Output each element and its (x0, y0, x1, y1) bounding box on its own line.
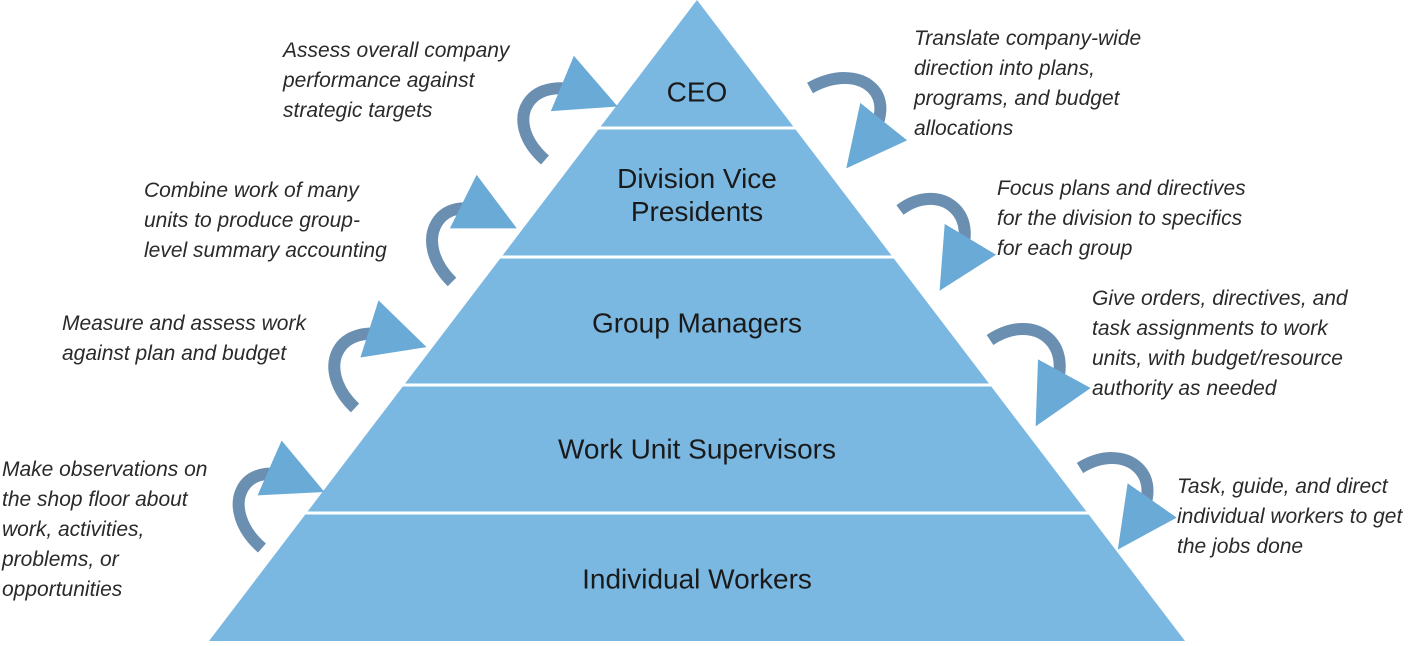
level-label-work-unit-supervisors: Work Unit Supervisors (557, 433, 837, 465)
level-label-ceo: CEO (666, 76, 728, 108)
downward-note-group: Give orders, directives, and task assign… (1092, 284, 1348, 404)
pyramid-tier-group-managers (405, 258, 989, 384)
note-line: task assignments to work (1092, 317, 1328, 340)
upward-arrow-icon (328, 300, 427, 413)
downward-note-supervisors: Task, guide, and direct individual worke… (1177, 472, 1402, 562)
note-line: problems, or (2, 548, 119, 571)
note-line: for the division to specifics (997, 207, 1243, 230)
note-line: level summary accounting (144, 239, 387, 262)
note-line: Make observations on (2, 458, 208, 481)
note-line: the shop floor about (2, 488, 188, 511)
upward-note-supervisors: Make observations on the shop floor abou… (2, 455, 207, 605)
downward-arrow-icon (896, 193, 997, 291)
note-line: work, activities, (2, 518, 145, 541)
pyramid-tiers (209, 0, 1185, 641)
flow-arrows (232, 55, 1177, 553)
upward-arrow-icon (426, 174, 517, 287)
note-line: individual workers to get (1177, 505, 1403, 528)
note-line: Give orders, directives, and (1092, 287, 1348, 310)
note-line: authority as needed (1092, 377, 1277, 400)
note-line: units to produce group- (144, 209, 360, 232)
note-line: units, with budget/resource (1092, 347, 1343, 370)
note-line: strategic targets (283, 99, 433, 122)
note-line: programs, and budget (914, 87, 1120, 110)
pyramid-tier-division-vice-presidents (502, 129, 892, 256)
level-label-division-vice-presidents: Division Vice Presidents (617, 163, 777, 227)
downward-arrow-icon (807, 72, 908, 169)
downward-note-ceo: Translate company-wide direction into pl… (914, 24, 1141, 144)
note-line: Task, guide, and direct (1177, 475, 1388, 498)
upward-note-ceo: Assess overall company performance again… (283, 36, 509, 126)
upward-note-group: Measure and assess work against plan and… (62, 309, 306, 369)
note-line: against plan and budget (62, 342, 287, 365)
note-line: direction into plans, (914, 57, 1095, 80)
upward-note-division: Combine work of many units to produce gr… (144, 176, 387, 266)
note-line: performance against (283, 69, 475, 92)
note-line: opportunities (2, 578, 123, 601)
note-line: Assess overall company (283, 39, 510, 62)
pyramid-tier-ceo (600, 0, 794, 127)
note-line: the jobs done (1177, 535, 1304, 558)
note-line: Combine work of many (144, 179, 359, 202)
level-label-individual-workers: Individual Workers (582, 563, 812, 595)
pyramid-tier-individual-workers (209, 514, 1185, 641)
note-line: for each group (997, 237, 1133, 260)
downward-note-division: Focus plans and directives for the divis… (997, 174, 1246, 264)
upward-arrow-icon (232, 440, 325, 553)
downward-arrow-icon (1076, 452, 1177, 550)
pyramid-tier-work-unit-supervisors (307, 386, 1087, 512)
level-label-group-managers: Group Managers (591, 307, 803, 339)
note-line: allocations (914, 117, 1014, 140)
note-line: Focus plans and directives (997, 177, 1246, 200)
downward-arrow-icon (986, 323, 1091, 427)
upward-arrow-icon (517, 55, 618, 165)
note-line: Measure and assess work (62, 312, 306, 335)
note-line: Translate company-wide (914, 27, 1142, 50)
